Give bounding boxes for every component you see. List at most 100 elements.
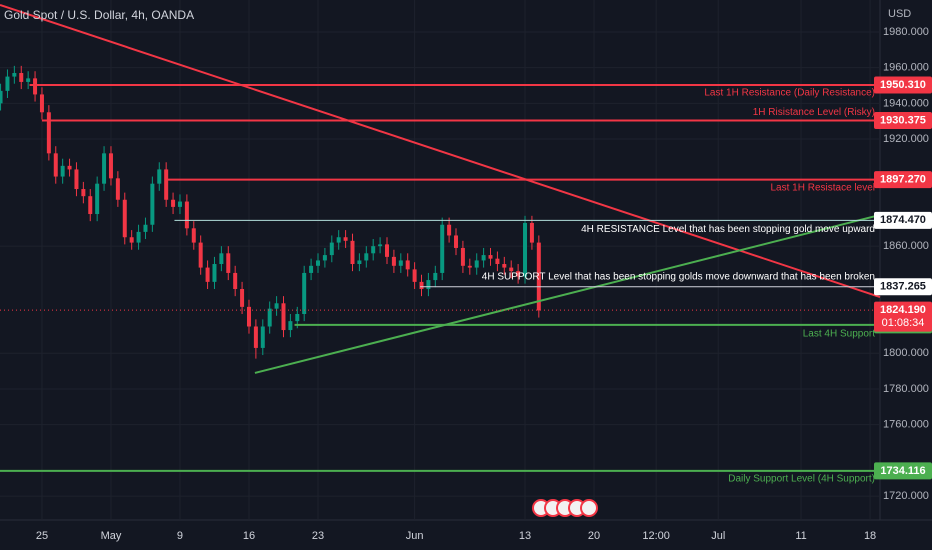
- price-tag-label: 1930.375: [880, 114, 926, 126]
- candle-body: [39, 94, 44, 113]
- candle-body: [302, 272, 307, 314]
- candle-body: [191, 228, 196, 243]
- candle-body: [5, 76, 10, 91]
- event-icons[interactable]: [532, 499, 598, 517]
- candle-body: [184, 201, 189, 229]
- y-tick-label: 1940.000: [883, 97, 929, 109]
- candle-body: [205, 267, 210, 282]
- candle-body: [115, 178, 120, 200]
- candle-body: [19, 73, 24, 82]
- candle-body: [398, 260, 403, 266]
- currency-label: USD: [888, 8, 911, 20]
- candle-body: [315, 260, 320, 266]
- candle-body: [253, 326, 258, 348]
- candle-body: [309, 265, 314, 273]
- price-tag: [874, 171, 932, 189]
- x-tick-label: 13: [519, 530, 531, 542]
- x-tick-label: 25: [36, 530, 48, 542]
- candle-body: [226, 253, 231, 273]
- price-tag: [874, 76, 932, 94]
- candle-body: [343, 237, 348, 241]
- y-tick-label: 1920.000: [883, 133, 929, 145]
- candle-body: [233, 272, 238, 290]
- level-label: Last 4H Support: [803, 329, 875, 340]
- candle-body: [391, 256, 396, 266]
- candle-body: [95, 183, 100, 215]
- price-tag: [874, 278, 932, 296]
- candle-body: [26, 78, 31, 82]
- candle-body: [136, 231, 141, 243]
- candle-body: [12, 73, 17, 77]
- y-tick-label: 1860.000: [883, 240, 929, 252]
- y-tick-label: 1980.000: [883, 26, 929, 38]
- price-tag: [874, 112, 932, 130]
- trendline: [254, 213, 881, 374]
- price-tag-label: 1897.270: [880, 174, 926, 186]
- candle-body: [88, 196, 93, 215]
- candle-body: [74, 169, 79, 190]
- event-icon[interactable]: [580, 499, 598, 517]
- candle-body: [523, 222, 528, 277]
- candle-body: [267, 308, 272, 327]
- y-tick-label: 1760.000: [883, 419, 929, 431]
- x-tick-label: 12:00: [642, 530, 670, 542]
- candle-body: [67, 165, 72, 170]
- candle-body: [295, 313, 300, 322]
- x-tick-label: 9: [177, 530, 183, 542]
- candle-body: [246, 306, 251, 327]
- countdown-label: 01:08:34: [882, 317, 925, 329]
- axes: 1980.000 1960.000 1940.000 1920.000 1860.000…: [36, 26, 932, 542]
- candle-body: [536, 242, 541, 311]
- price-tag: [874, 211, 932, 229]
- trendline: [0, 4, 881, 298]
- candle-body: [529, 222, 534, 243]
- level-label: 4H SUPPORT Level that has been stopping …: [482, 271, 875, 282]
- candle-body: [102, 153, 107, 184]
- candle-body: [177, 201, 182, 207]
- candle-body: [53, 153, 58, 177]
- x-tick-label: 23: [312, 530, 324, 542]
- candle-body: [288, 321, 293, 331]
- candle-body: [198, 242, 203, 268]
- candle-body: [467, 265, 472, 268]
- candle-body: [364, 253, 369, 261]
- candle-body: [371, 246, 376, 254]
- current-price-tag: [874, 301, 932, 332]
- x-tick-label: 18: [864, 530, 876, 542]
- chart-title: Gold Spot / U.S. Dollar, 4h, OANDA: [4, 8, 194, 22]
- x-tick-label: 11: [795, 530, 806, 542]
- candle-body: [212, 264, 217, 282]
- candle-body: [460, 247, 465, 266]
- candle-body: [143, 224, 148, 232]
- candle-body: [440, 224, 445, 273]
- candle-body: [322, 255, 327, 261]
- candle-body: [385, 244, 390, 257]
- candle-body: [412, 269, 417, 282]
- candle-body: [357, 260, 362, 265]
- candle-body: [129, 237, 134, 243]
- candle-body: [122, 199, 127, 238]
- candle-body: [219, 253, 224, 265]
- x-tick-label: 16: [243, 530, 255, 542]
- y-tick-label: 1800.000: [883, 347, 929, 359]
- grid: [0, 0, 880, 520]
- candle-body: [108, 153, 113, 179]
- price-tag: [874, 462, 932, 480]
- candle-body: [46, 112, 51, 154]
- x-tick-label: Jul: [711, 530, 725, 542]
- y-tick-label: 1960.000: [883, 62, 929, 74]
- candle-body: [488, 255, 493, 259]
- price-tag-label: 1874.470: [880, 214, 926, 226]
- level-label: Last 1H Resistance (Daily Resistance): [704, 88, 875, 99]
- candle-body: [281, 303, 286, 331]
- candle-body: [447, 224, 452, 236]
- level-label: Daily Support Level (4H Support): [728, 474, 875, 485]
- candle-body: [164, 169, 169, 200]
- x-tick-label: May: [101, 530, 122, 542]
- x-tick-label: 20: [588, 530, 600, 542]
- candle-body: [378, 244, 383, 247]
- level-label: 1H Risistance Level (Risky): [753, 107, 875, 118]
- candle-body: [405, 260, 410, 270]
